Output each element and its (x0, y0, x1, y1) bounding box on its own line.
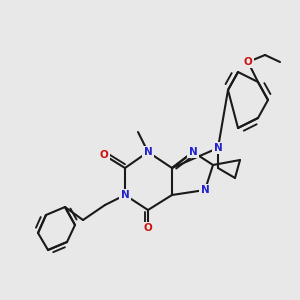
Text: N: N (121, 190, 129, 200)
Text: N: N (214, 143, 222, 153)
Text: O: O (100, 150, 108, 160)
Text: O: O (244, 57, 252, 67)
Text: O: O (144, 223, 152, 233)
Text: N: N (201, 185, 209, 195)
Text: N: N (144, 147, 152, 157)
Text: N: N (189, 147, 197, 157)
